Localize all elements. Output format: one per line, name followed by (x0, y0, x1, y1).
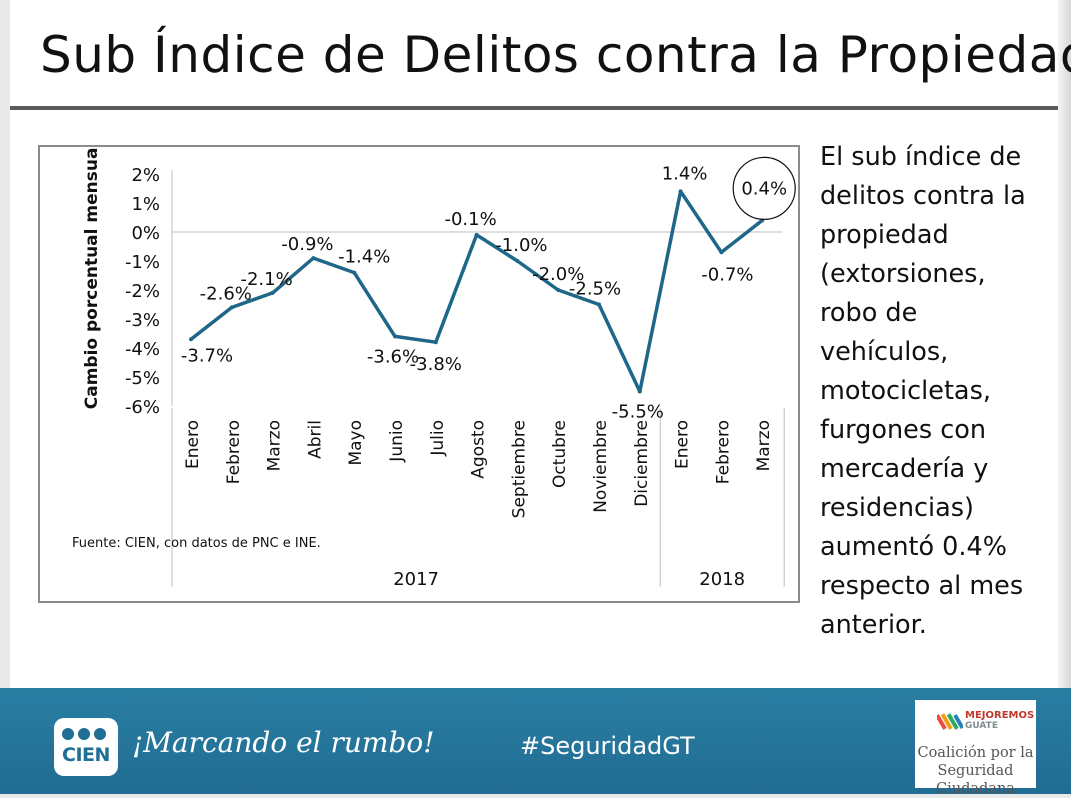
data-label: 1.4% (662, 163, 708, 184)
x-category-label: Abril (305, 420, 325, 459)
data-point (311, 256, 316, 261)
data-label: -1.4% (338, 247, 390, 268)
data-point (189, 337, 193, 342)
partner-brand-1: MEJOREMOS (965, 710, 1035, 721)
data-point (719, 250, 724, 255)
data-label: -0.9% (281, 234, 333, 255)
x-category-label: Diciembre (632, 420, 652, 507)
cien-logo: CIEN (54, 718, 118, 776)
hand-mark-icon (937, 713, 963, 730)
data-label: -3.6% (367, 346, 419, 367)
x-category-label: Enero (183, 420, 203, 469)
data-point (515, 259, 520, 263)
data-point (678, 189, 683, 194)
y-axis-title: Cambio porcentual mensual (82, 147, 102, 409)
y-tick-label: 2% (131, 165, 160, 186)
title-divider (10, 106, 1058, 110)
partner-name-line-1: Coalición por la (917, 745, 1034, 761)
chart-frame: 2% 1% 0% -1% -2% -3% -4% -5% -6% Cambio porcentua… (38, 145, 800, 603)
x-category-label: Febrero (713, 420, 733, 484)
data-point (352, 270, 357, 275)
x-category-label: Marzo (265, 420, 285, 471)
y-tick-label: 1% (131, 194, 160, 215)
data-point (433, 340, 438, 345)
slide-edge (1058, 0, 1071, 688)
x-category-label: Julio (428, 420, 448, 457)
highlight-circle (732, 156, 796, 221)
partner-name: Coalición por la Seguridad Ciudadana (917, 744, 1034, 798)
logo-dots-icon (62, 726, 110, 744)
source-note: Fuente: CIEN, con datos de PNC e INE. (72, 536, 321, 551)
x-category-label: Noviembre (591, 420, 611, 513)
x-category-label: Octubre (550, 420, 570, 488)
data-point (229, 305, 234, 310)
data-label: -0.7% (701, 264, 753, 285)
data-label: -2.6% (200, 283, 252, 304)
x-category-label: Marzo (754, 420, 774, 471)
data-label: -1.0% (495, 235, 547, 256)
partner-brand-2: GUATE (965, 721, 998, 731)
x-category-label: Septiembre (509, 420, 529, 518)
x-category-label: Mayo (346, 420, 366, 466)
data-label: 0.4% (741, 178, 787, 199)
footer-bar (0, 688, 1071, 794)
partner-name-line-2: Seguridad Ciudadana (936, 763, 1015, 797)
y-tick-label: -4% (125, 339, 160, 360)
x-category-label: Junio (387, 420, 407, 463)
y-tick-label: 0% (131, 223, 160, 244)
logo-text: CIEN (62, 744, 110, 766)
y-tick-label: -1% (125, 252, 160, 273)
line-chart: 2% 1% 0% -1% -2% -3% -4% -5% -6% Cambio porcentua… (72, 147, 796, 590)
data-label: -5.5% (612, 402, 664, 423)
data-point (474, 232, 479, 237)
page-title: Sub Índice de Delitos contra la Propieda… (40, 26, 1071, 84)
x-category-label: Enero (673, 420, 693, 469)
chart-description: El sub índice de delitos contra la propi… (820, 142, 1026, 640)
data-label: -0.1% (444, 209, 496, 230)
x-group-label: 2018 (699, 569, 745, 590)
x-group-label: 2017 (393, 569, 439, 590)
data-label: -2.5% (569, 279, 621, 300)
data-point (270, 290, 275, 295)
data-point (393, 334, 397, 339)
data-point (637, 389, 642, 394)
data-label: -3.7% (181, 345, 233, 366)
x-category-label: Febrero (224, 420, 244, 484)
data-point (597, 302, 601, 307)
slogan: ¡Marcando el rumbo! (132, 726, 435, 759)
hashtag: #SeguridadGT (520, 732, 695, 760)
data-label: -3.8% (410, 354, 462, 375)
x-category-label: Agosto (469, 420, 489, 479)
partner-logo: MEJOREMOS GUATE Coalición por la Segurid… (915, 700, 1036, 797)
y-tick-label: -6% (125, 397, 160, 418)
data-point (556, 288, 561, 292)
y-tick-label: -2% (125, 281, 160, 302)
data-label: -2.0% (532, 264, 584, 285)
y-tick-label: -5% (125, 368, 160, 389)
y-tick-label: -3% (125, 310, 160, 331)
data-label: -2.1% (240, 269, 292, 290)
